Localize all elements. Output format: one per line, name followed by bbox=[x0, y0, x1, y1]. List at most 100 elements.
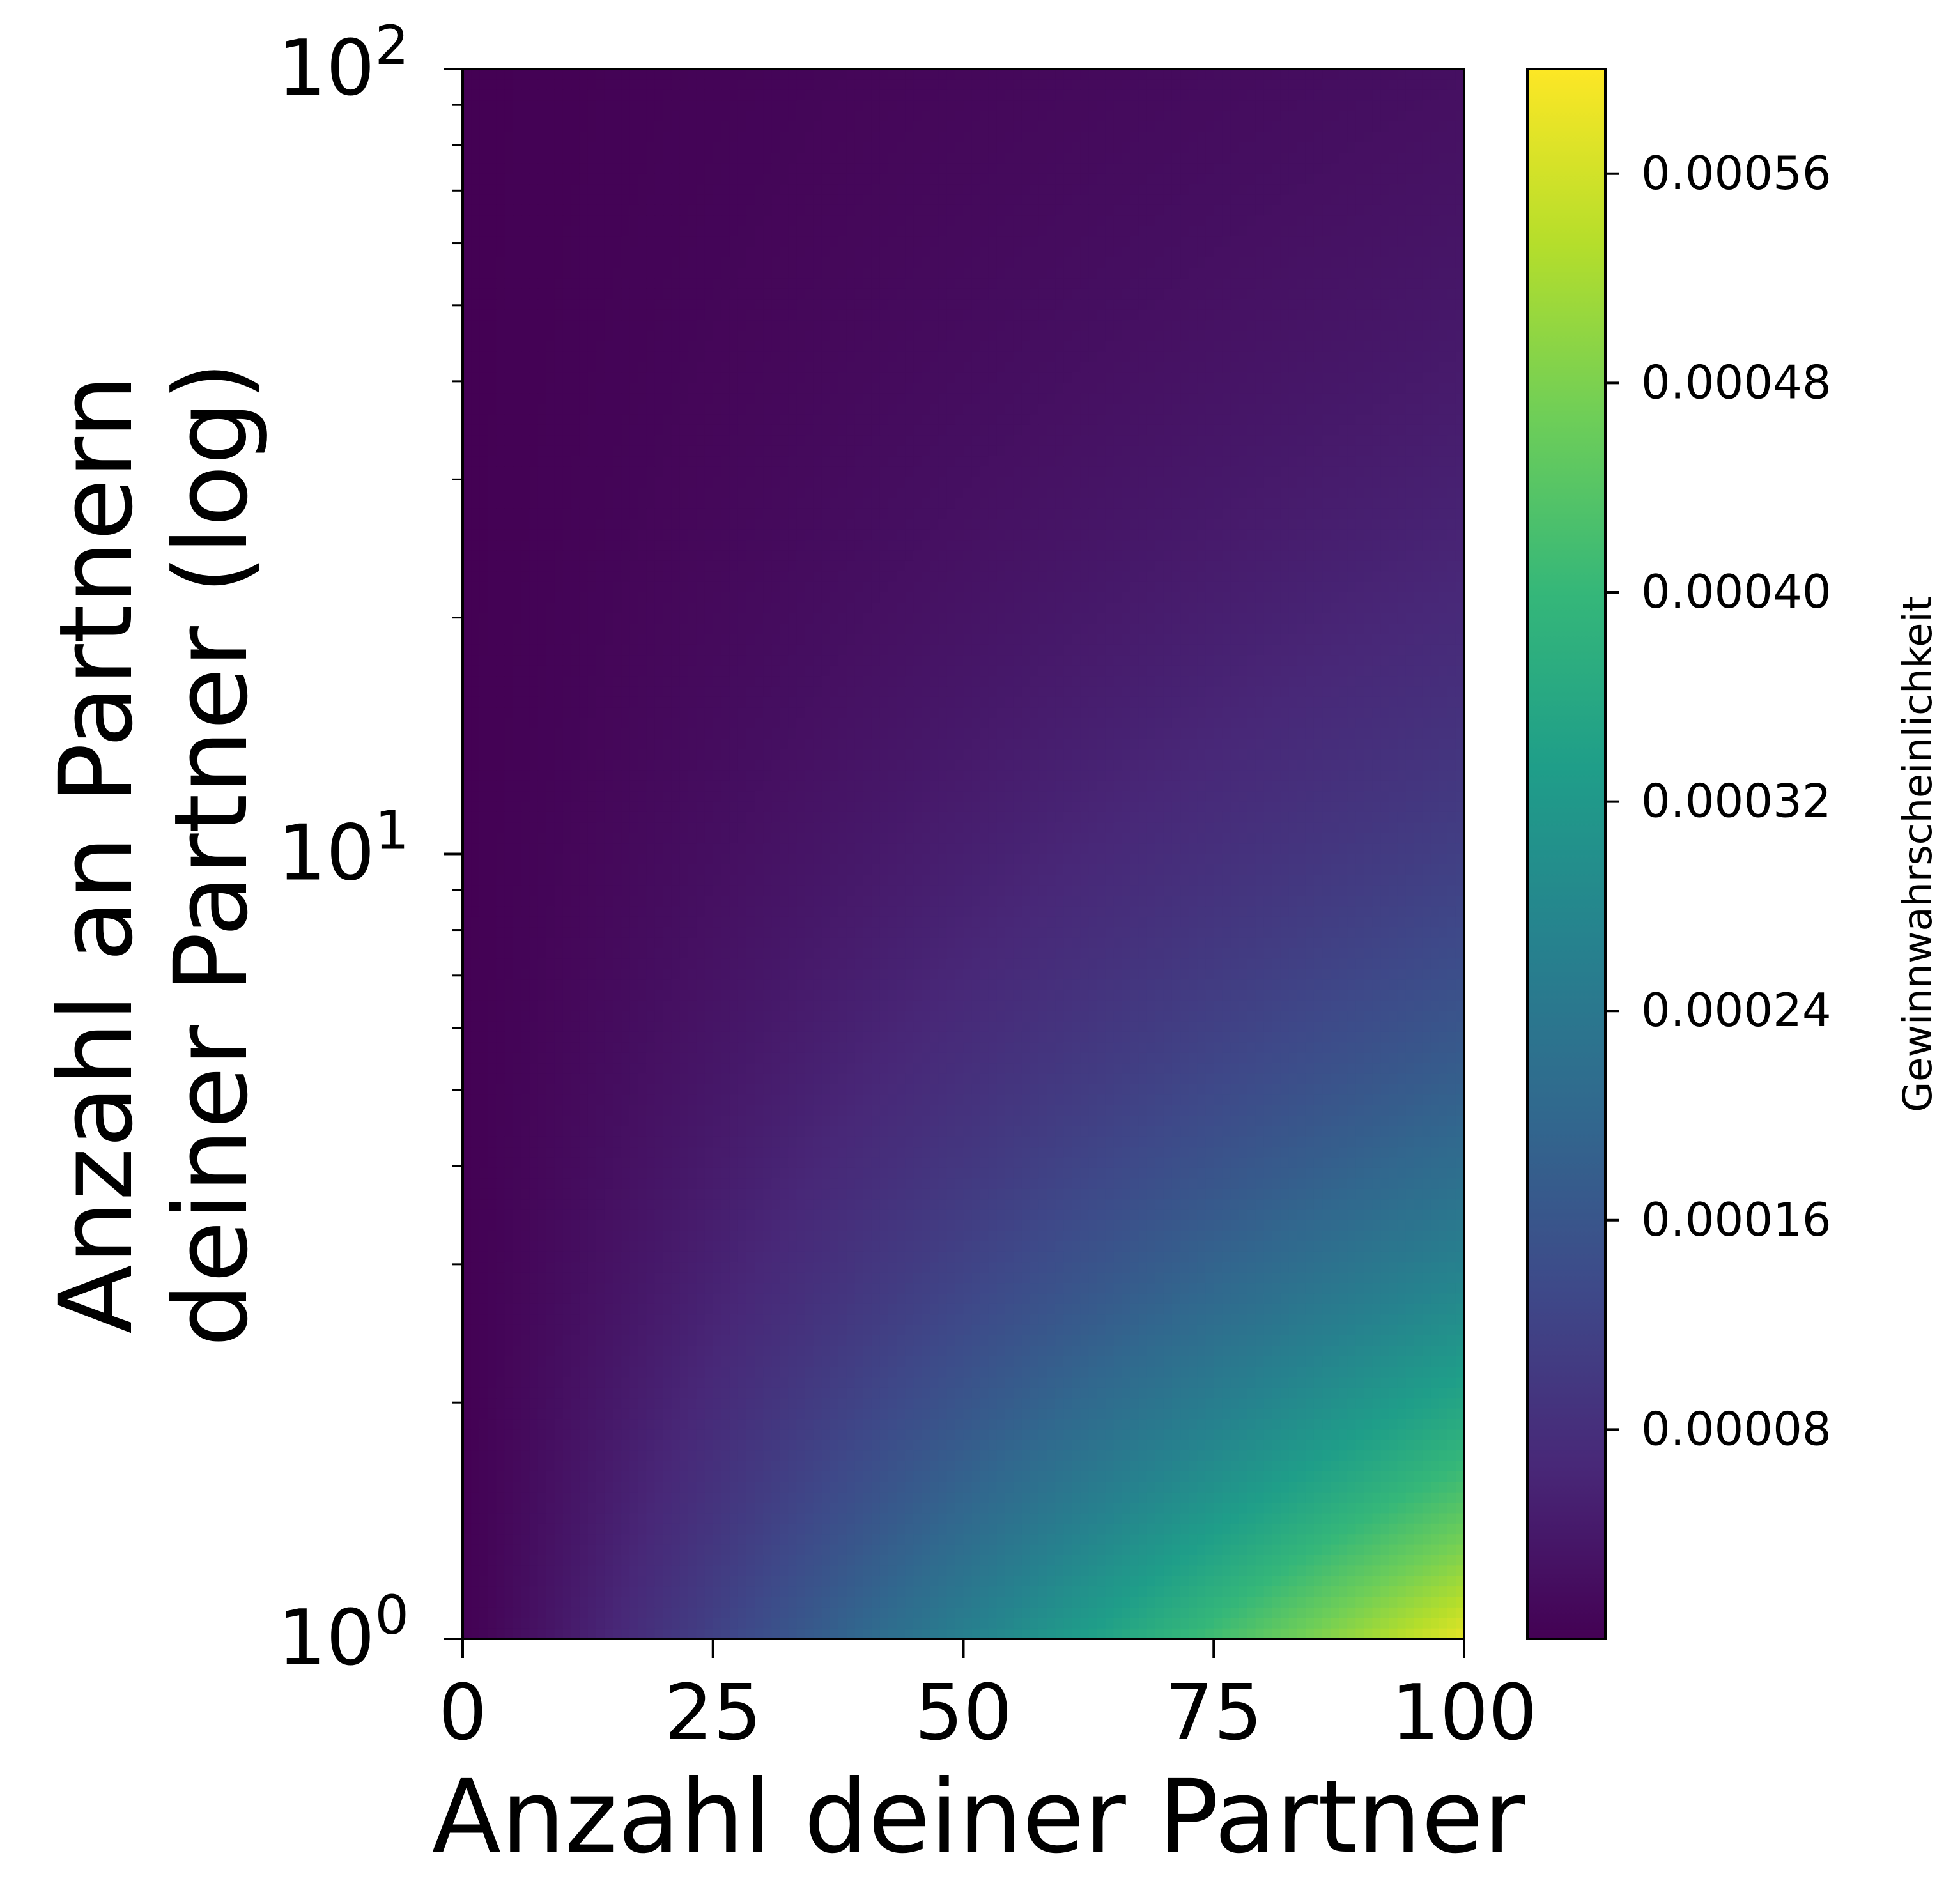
heatmap-cell bbox=[1414, 320, 1423, 332]
heatmap-cell bbox=[1439, 309, 1448, 321]
heatmap-cell bbox=[663, 393, 672, 404]
heatmap-cell bbox=[813, 236, 822, 248]
heatmap-cell bbox=[897, 215, 906, 227]
heatmap-cell bbox=[1189, 341, 1198, 353]
heatmap-cell bbox=[1414, 257, 1423, 269]
heatmap-cell bbox=[780, 278, 789, 289]
heatmap-cell bbox=[1414, 309, 1423, 321]
heatmap-cell bbox=[897, 309, 906, 321]
heatmap-cell bbox=[1339, 330, 1348, 342]
heatmap-cell bbox=[537, 153, 547, 164]
heatmap-cell bbox=[1080, 247, 1090, 258]
heatmap-cell bbox=[971, 414, 981, 426]
heatmap-cell bbox=[1247, 393, 1256, 404]
heatmap-cell bbox=[1288, 372, 1298, 384]
heatmap-cell bbox=[488, 456, 497, 468]
heatmap-cell bbox=[1297, 341, 1306, 353]
heatmap-cell bbox=[1397, 383, 1407, 394]
heatmap-cell bbox=[513, 309, 522, 321]
heatmap-cell bbox=[1021, 173, 1031, 185]
heatmap-cell bbox=[1214, 445, 1223, 457]
heatmap-cell bbox=[813, 456, 822, 468]
heatmap-cell bbox=[737, 309, 747, 321]
heatmap-cell bbox=[938, 215, 948, 227]
heatmap-cell bbox=[479, 288, 488, 300]
heatmap-cell bbox=[1288, 309, 1298, 321]
heatmap-cell bbox=[922, 435, 931, 447]
heatmap-cell bbox=[537, 215, 547, 227]
heatmap-cell bbox=[671, 435, 681, 447]
heatmap-cell bbox=[1455, 89, 1464, 101]
heatmap-cell bbox=[1389, 236, 1398, 248]
heatmap-cell bbox=[930, 404, 939, 415]
heatmap-cell bbox=[1455, 69, 1464, 81]
heatmap-cell bbox=[1455, 445, 1464, 457]
heatmap-cell bbox=[1214, 383, 1223, 394]
heatmap-cell bbox=[854, 163, 864, 174]
heatmap-cell bbox=[746, 320, 755, 332]
heatmap-cell bbox=[955, 488, 964, 499]
heatmap-cell bbox=[905, 79, 914, 91]
heatmap-cell bbox=[1331, 435, 1339, 447]
heatmap-cell bbox=[1072, 163, 1081, 174]
heatmap-cell bbox=[1405, 299, 1415, 311]
heatmap-cell bbox=[913, 288, 923, 300]
heatmap-cell bbox=[988, 435, 998, 447]
heatmap-cell bbox=[1288, 257, 1298, 269]
heatmap-cell bbox=[946, 404, 956, 415]
heatmap-cell bbox=[488, 320, 497, 332]
heatmap-cell bbox=[1430, 466, 1440, 478]
heatmap-cell bbox=[796, 204, 806, 217]
heatmap-cell bbox=[613, 372, 622, 384]
heatmap-cell bbox=[629, 121, 639, 133]
heatmap-cell bbox=[788, 142, 798, 153]
heatmap-cell bbox=[905, 309, 914, 321]
heatmap-cell bbox=[1080, 79, 1090, 91]
heatmap-cell bbox=[1047, 184, 1056, 196]
heatmap-cell bbox=[613, 257, 622, 269]
heatmap-cell bbox=[737, 498, 747, 509]
heatmap-cell bbox=[1021, 79, 1031, 91]
heatmap-cell bbox=[871, 79, 881, 91]
heatmap-cell bbox=[554, 288, 564, 300]
heatmap-cell bbox=[554, 194, 564, 206]
heatmap-cell bbox=[1405, 257, 1415, 269]
heatmap-cell bbox=[1305, 435, 1315, 447]
heatmap-cell bbox=[971, 153, 981, 164]
heatmap-cell bbox=[821, 404, 831, 415]
heatmap-cell bbox=[546, 351, 555, 363]
heatmap-cell bbox=[1430, 268, 1440, 279]
heatmap-cell bbox=[805, 477, 814, 488]
heatmap-cell bbox=[579, 236, 589, 248]
heatmap-cell bbox=[813, 309, 822, 321]
heatmap-cell bbox=[571, 466, 580, 478]
heatmap-cell bbox=[671, 404, 681, 415]
heatmap-cell bbox=[763, 215, 772, 227]
heatmap-cell bbox=[1230, 278, 1240, 289]
heatmap-cell bbox=[1355, 309, 1365, 321]
heatmap-cell bbox=[1222, 236, 1231, 248]
heatmap-cell bbox=[1055, 383, 1064, 394]
heatmap-cell bbox=[713, 89, 722, 101]
heatmap-cell bbox=[1072, 226, 1081, 237]
heatmap-cell bbox=[1305, 393, 1315, 404]
heatmap-cell bbox=[688, 477, 697, 488]
heatmap-cell bbox=[1030, 236, 1039, 248]
heatmap-cell bbox=[1272, 163, 1281, 174]
heatmap-cell bbox=[746, 372, 755, 384]
heatmap-cell bbox=[988, 100, 998, 112]
heatmap-cell bbox=[1422, 456, 1431, 468]
heatmap-cell bbox=[1263, 268, 1273, 279]
heatmap-cell bbox=[504, 383, 514, 394]
heatmap-cell bbox=[838, 498, 847, 509]
heatmap-cell bbox=[988, 320, 998, 332]
heatmap-cell bbox=[980, 309, 989, 321]
heatmap-cell bbox=[679, 89, 689, 101]
heatmap-cell bbox=[1272, 477, 1281, 488]
heatmap-cell bbox=[1013, 362, 1022, 373]
heatmap-cell bbox=[746, 309, 755, 321]
heatmap-cell bbox=[562, 89, 572, 101]
heatmap-cell bbox=[846, 414, 856, 426]
heatmap-cell bbox=[755, 477, 764, 488]
heatmap-cell bbox=[1455, 320, 1464, 332]
